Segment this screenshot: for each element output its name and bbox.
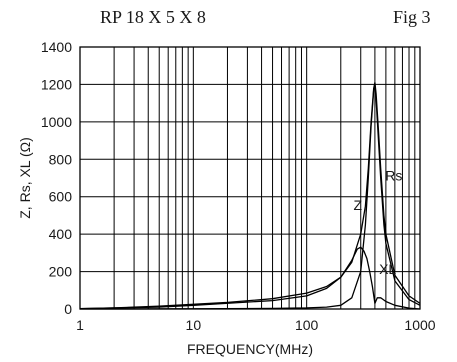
series-xl-label: XL: [379, 261, 396, 277]
y-tick-label: 600: [49, 189, 73, 205]
chart-title: RP 18 X 5 X 8: [100, 7, 206, 27]
series-z-line: [79, 81, 421, 310]
figure-label: Fig 3: [393, 7, 431, 27]
x-tick-labels: 1 10 100 1000: [76, 317, 436, 333]
series-xl-line: [79, 246, 421, 310]
x-tick-label: 1: [76, 317, 84, 333]
y-tick-label: 1000: [41, 114, 72, 130]
y-tick-label: 200: [49, 264, 73, 280]
series-rs-line: [79, 83, 421, 310]
y-axis-title: Z, Rs, XL (Ω): [17, 137, 33, 219]
x-axis-title: FREQUENCY(MHz): [187, 341, 313, 357]
grid: [80, 46, 420, 310]
curves: [79, 81, 421, 310]
series-labels: Z Rs XL: [353, 167, 402, 277]
x-tick-label: 100: [295, 317, 319, 333]
y-tick-label: 400: [49, 226, 73, 242]
plot-frame: [79, 46, 421, 310]
series-z-label: Z: [353, 197, 362, 213]
y-tick-label: 0: [64, 301, 72, 317]
y-tick-label: 1400: [41, 39, 72, 55]
y-tick-label: 800: [49, 151, 73, 167]
y-tick-labels: 0 200 400 600 800 1000 1200 1400: [41, 39, 72, 317]
x-tick-label: 10: [186, 317, 202, 333]
x-tick-label: 1000: [404, 317, 435, 333]
series-rs-label: Rs: [385, 167, 402, 183]
y-tick-label: 1200: [41, 76, 72, 92]
